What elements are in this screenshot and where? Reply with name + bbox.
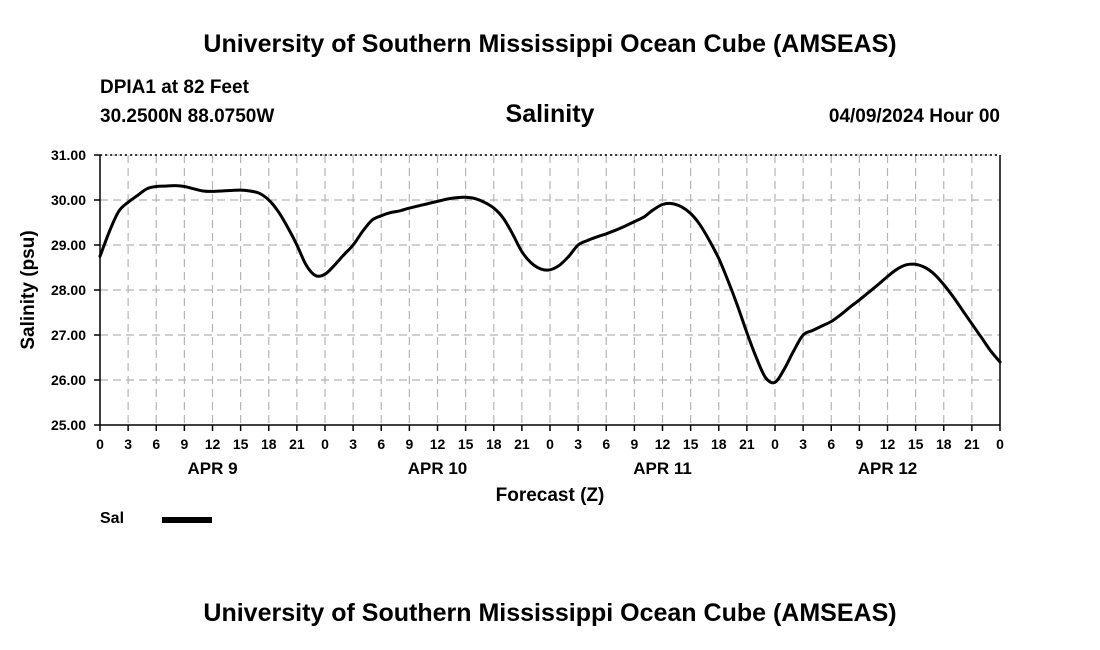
- y-axis-label: Salinity (psu): [18, 230, 39, 349]
- x-axis-label: Forecast (Z): [496, 485, 605, 506]
- day-label: APR 10: [408, 459, 468, 478]
- x-tick-label: 3: [799, 436, 807, 452]
- day-label: APR 9: [187, 459, 237, 478]
- x-tick-label: 15: [458, 436, 474, 452]
- y-tick-label: 28.00: [51, 282, 86, 298]
- x-tick-label: 6: [602, 436, 610, 452]
- x-tick-label: 0: [321, 436, 329, 452]
- footer-title: University of Southern Mississippi Ocean…: [203, 599, 897, 627]
- x-tick-label: 9: [630, 436, 638, 452]
- y-tick-label: 27.00: [51, 327, 86, 343]
- station-label: DPIA1 at 82 Feet: [100, 77, 249, 98]
- x-tick-label: 15: [683, 436, 699, 452]
- x-tick-label: 18: [711, 436, 727, 452]
- x-tick-label: 3: [349, 436, 357, 452]
- x-tick-label: 9: [855, 436, 863, 452]
- y-tick-label: 31.00: [51, 147, 86, 163]
- x-tick-label: 0: [771, 436, 779, 452]
- y-tick-label: 29.00: [51, 237, 86, 253]
- x-tick-label: 12: [880, 436, 896, 452]
- x-tick-label: 0: [96, 436, 104, 452]
- run-date-label: 04/09/2024 Hour 00: [828, 106, 1000, 127]
- legend-label: Sal: [100, 510, 125, 527]
- x-tick-label: 21: [289, 436, 305, 452]
- x-tick-label: 0: [546, 436, 554, 452]
- x-tick-label: 6: [827, 436, 835, 452]
- x-tick-label: 12: [430, 436, 446, 452]
- x-tick-label: 3: [574, 436, 582, 452]
- x-tick-label: 3: [124, 436, 132, 452]
- legend-swatch: [162, 517, 212, 523]
- coordinates-label: 30.2500N 88.0750W: [100, 106, 275, 127]
- y-tick-label: 25.00: [51, 417, 86, 433]
- variable-title: Salinity: [505, 100, 595, 128]
- series-line-sal: [98, 184, 1002, 385]
- chart-title: University of Southern Mississippi Ocean…: [203, 30, 897, 58]
- x-tick-label: 21: [514, 436, 530, 452]
- y-tick-label: 30.00: [51, 192, 86, 208]
- day-label: APR 12: [858, 459, 918, 478]
- x-tick-label: 9: [405, 436, 413, 452]
- day-label: APR 11: [633, 459, 692, 478]
- x-tick-label: 9: [180, 436, 188, 452]
- x-tick-label: 0: [996, 436, 1004, 452]
- x-tick-label: 12: [205, 436, 221, 452]
- x-tick-label: 18: [936, 436, 952, 452]
- x-tick-label: 18: [486, 436, 502, 452]
- x-tick-label: 6: [152, 436, 160, 452]
- x-tick-label: 21: [739, 436, 755, 452]
- x-tick-label: 6: [377, 436, 385, 452]
- x-tick-label: 12: [655, 436, 671, 452]
- y-tick-label: 26.00: [51, 372, 86, 388]
- x-tick-label: 15: [233, 436, 249, 452]
- x-tick-label: 15: [908, 436, 924, 452]
- x-tick-label: 18: [261, 436, 277, 452]
- x-tick-label: 21: [964, 436, 980, 452]
